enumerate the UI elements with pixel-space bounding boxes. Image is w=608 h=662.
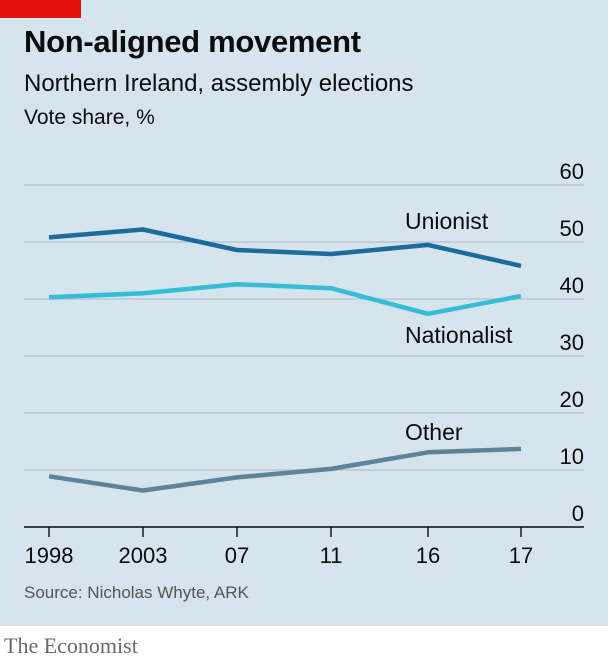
series-labels: Unionist Nationalist Other xyxy=(405,208,513,445)
publisher-logo-text: The Economist xyxy=(4,633,138,658)
chart-subtitle: Northern Ireland, assembly elections xyxy=(24,70,414,97)
series-line-unionist xyxy=(48,227,522,269)
series-line-other xyxy=(48,446,522,493)
y-tick-label: 60 xyxy=(560,159,584,184)
y-tick-label: 20 xyxy=(560,387,584,412)
x-tick-label: 07 xyxy=(225,543,249,568)
chart-unit-label: Vote share, % xyxy=(24,106,155,129)
source-note: Source: Nicholas Whyte, ARK xyxy=(24,583,249,602)
series-lines xyxy=(48,227,522,493)
x-tick-label: 17 xyxy=(509,543,533,568)
chart-title: Non-aligned movement xyxy=(24,24,361,59)
series-label-nationalist: Nationalist xyxy=(405,322,513,348)
x-tick-label: 1998 xyxy=(25,543,74,568)
series-label-other: Other xyxy=(405,419,463,445)
series-label-unionist: Unionist xyxy=(405,208,489,234)
x-tick-label: 11 xyxy=(320,543,343,568)
x-axis: 1998 2003 07 11 16 17 xyxy=(24,526,584,568)
brand-red-tag xyxy=(0,0,81,18)
chart-panel: Non-aligned movement Northern Ireland, a… xyxy=(0,0,608,626)
y-tick-label: 0 xyxy=(572,501,584,526)
y-tick-label: 40 xyxy=(560,273,584,298)
line-chart: 0 10 20 30 40 50 60 1998 2003 07 11 16 17 Unionist N… xyxy=(24,159,584,568)
series-line-nationalist xyxy=(48,281,522,317)
y-tick-label: 50 xyxy=(560,216,584,241)
x-tick-label: 2003 xyxy=(119,543,168,568)
y-tick-label: 30 xyxy=(560,330,584,355)
y-tick-labels: 0 10 20 30 40 50 60 xyxy=(560,159,584,526)
y-tick-label: 10 xyxy=(560,444,584,469)
x-tick-label: 16 xyxy=(416,543,440,568)
